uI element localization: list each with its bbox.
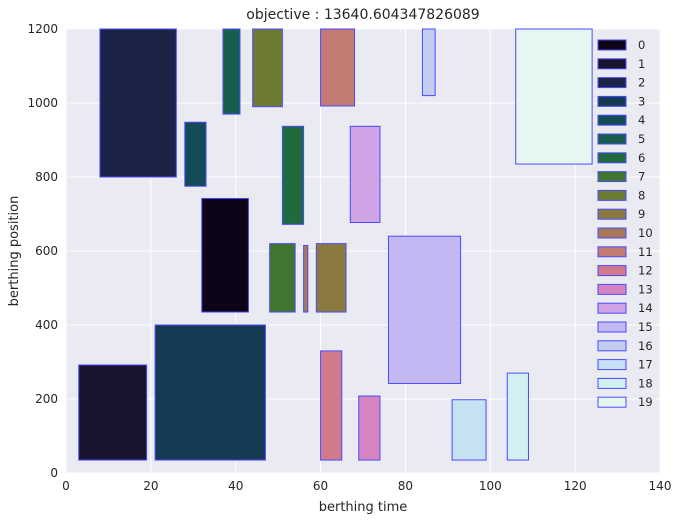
vessel-rect-18 (506, 372, 529, 461)
legend-swatch-7 (597, 171, 627, 183)
vessel-rect-3 (154, 324, 266, 461)
y-tick-labels: 0 200 400 600 800 1000 1200 (27, 22, 58, 480)
vessel-rect-5 (222, 28, 241, 115)
legend-label-2: 2 (638, 76, 645, 90)
legend-label-11: 11 (638, 245, 653, 259)
legend-label-18: 18 (638, 376, 653, 390)
legend-swatch-4 (597, 114, 627, 126)
legend-label-7: 7 (638, 170, 645, 184)
legend-label-6: 6 (638, 151, 645, 165)
legend-swatch-2 (597, 77, 627, 89)
vessel-rectangles (78, 28, 593, 461)
legend-swatch-9 (597, 208, 627, 220)
vessel-rect-6 (281, 125, 305, 225)
legend-swatch-8 (597, 189, 627, 201)
vessel-rect-8 (252, 28, 283, 108)
legend-label-17: 17 (638, 358, 653, 372)
vessel-rect-1 (78, 364, 148, 461)
legend-swatch-6 (597, 152, 627, 164)
legend-swatch-1 (597, 58, 627, 70)
legend-label-16: 16 (638, 339, 653, 353)
legend-label-14: 14 (638, 301, 653, 315)
legend-label-9: 9 (638, 207, 645, 221)
legend-swatch-19 (597, 396, 627, 408)
y-tick-label: 400 (35, 318, 58, 332)
vessel-rect-19 (515, 28, 593, 165)
legend-label-4: 4 (638, 113, 645, 127)
y-tick-label: 1200 (27, 22, 58, 36)
legend-swatch-17 (597, 359, 627, 371)
x-tick-labels: 0 20 40 60 80 100 120 140 (62, 479, 671, 493)
legend-swatch-14 (597, 302, 627, 314)
legend-label-10: 10 (638, 226, 653, 240)
y-tick-label: 200 (35, 392, 58, 406)
legend-swatch-18 (597, 377, 627, 389)
x-tick-label: 20 (143, 479, 158, 493)
x-tick-label: 60 (313, 479, 328, 493)
x-tick-label: 80 (398, 479, 413, 493)
vessel-rect-11 (320, 28, 356, 107)
legend-label-5: 5 (638, 132, 645, 146)
legend-swatch-16 (597, 340, 627, 352)
legend-label-1: 1 (638, 57, 645, 71)
legend-label-3: 3 (638, 94, 645, 108)
legend-label-0: 0 (638, 38, 645, 52)
legend-label-8: 8 (638, 188, 645, 202)
x-tick-label: 100 (479, 479, 502, 493)
vessel-rect-13 (358, 395, 381, 461)
x-tick-label: 140 (649, 479, 672, 493)
legend-label-15: 15 (638, 320, 653, 334)
vessel-rect-4 (184, 121, 207, 187)
legend-label-13: 13 (638, 282, 653, 296)
vessel-rect-10 (303, 244, 309, 313)
vessel-rect-17 (451, 399, 487, 461)
legend-swatch-15 (597, 321, 627, 333)
y-tick-label: 0 (50, 466, 58, 480)
legend-swatch-0 (597, 39, 627, 51)
y-tick-label: 800 (35, 170, 58, 184)
vessel-rect-16 (421, 28, 436, 97)
legend-label-19: 19 (638, 395, 653, 409)
vessel-rect-2 (99, 28, 177, 178)
vessel-rect-14 (349, 125, 381, 224)
legend-swatch-10 (597, 227, 627, 239)
vessel-rect-0 (201, 197, 249, 313)
vessel-rect-12 (320, 350, 343, 461)
legend-swatch-12 (597, 265, 627, 277)
y-axis-label: berthing position (7, 196, 22, 307)
vessel-rect-15 (387, 235, 462, 384)
x-tick-label: 120 (564, 479, 587, 493)
x-tick-label: 40 (228, 479, 243, 493)
x-tick-label: 0 (62, 479, 70, 493)
legend-swatch-5 (597, 133, 627, 145)
vessel-rect-9 (315, 243, 347, 313)
legend-swatch-11 (597, 246, 627, 258)
vessel-rect-7 (269, 243, 296, 313)
x-axis-label: berthing time (319, 500, 408, 515)
y-tick-label: 1000 (27, 96, 58, 110)
legend-swatch-3 (597, 95, 627, 107)
legend-label-12: 12 (638, 264, 653, 278)
y-tick-label: 600 (35, 244, 58, 258)
legend-swatch-13 (597, 283, 627, 295)
chart-title: objective : 13640.604347826089 (246, 7, 479, 23)
